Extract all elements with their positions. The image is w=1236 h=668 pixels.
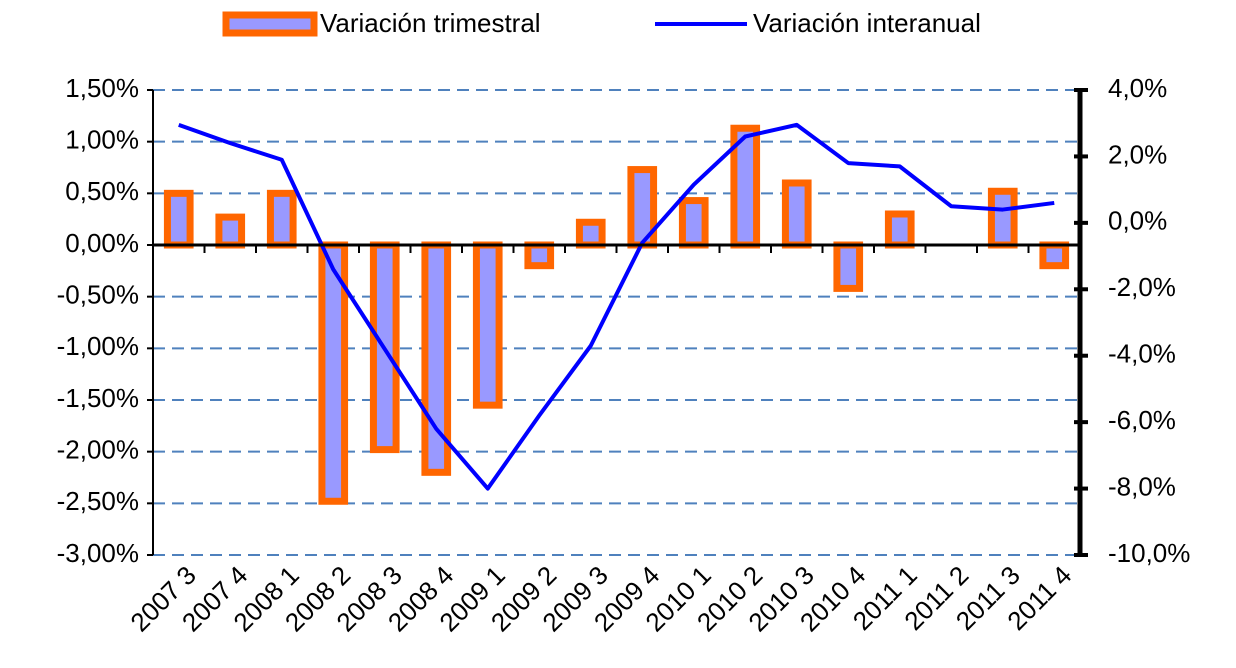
bar bbox=[833, 241, 864, 292]
bar bbox=[781, 179, 812, 249]
y2-tick-label: -10,0% bbox=[1108, 538, 1190, 568]
legend-label: Variación interanual bbox=[753, 8, 981, 38]
y-tick-label: -3,00% bbox=[57, 538, 139, 568]
y2-tick-label: -8,0% bbox=[1108, 471, 1176, 501]
bar bbox=[884, 210, 915, 249]
y2-tick-label: 4,0% bbox=[1108, 73, 1167, 103]
bar bbox=[215, 213, 246, 249]
line bbox=[178, 122, 1055, 491]
bar bbox=[987, 187, 1018, 249]
y-tick-label: -2,00% bbox=[57, 435, 139, 465]
y2-tick-label: -6,0% bbox=[1108, 405, 1176, 435]
bar bbox=[678, 197, 709, 249]
legend-swatch bbox=[222, 11, 318, 37]
y-tick-label: 0,50% bbox=[65, 176, 139, 206]
y-tick-label: 1,00% bbox=[65, 125, 139, 155]
y-tick-label: -2,50% bbox=[57, 486, 139, 516]
y-tick-label: -1,00% bbox=[57, 331, 139, 361]
bar bbox=[266, 189, 297, 249]
bar bbox=[575, 218, 606, 249]
y2-tick-label: 2,0% bbox=[1108, 139, 1167, 169]
legend-label: Variación trimestral bbox=[320, 8, 541, 38]
y2-tick-label: -4,0% bbox=[1108, 339, 1176, 369]
y-tick-label: 0,00% bbox=[65, 228, 139, 258]
y2-tick-label: -2,0% bbox=[1108, 272, 1176, 302]
y-tick-label: -0,50% bbox=[57, 280, 139, 310]
bar bbox=[163, 189, 194, 249]
bar bbox=[472, 241, 503, 409]
y-tick-label: -1,50% bbox=[57, 383, 139, 413]
y2-tick-label: 0,0% bbox=[1108, 206, 1167, 236]
bar bbox=[524, 241, 555, 270]
bar bbox=[1039, 241, 1070, 270]
y-tick-label: 1,50% bbox=[65, 73, 139, 103]
